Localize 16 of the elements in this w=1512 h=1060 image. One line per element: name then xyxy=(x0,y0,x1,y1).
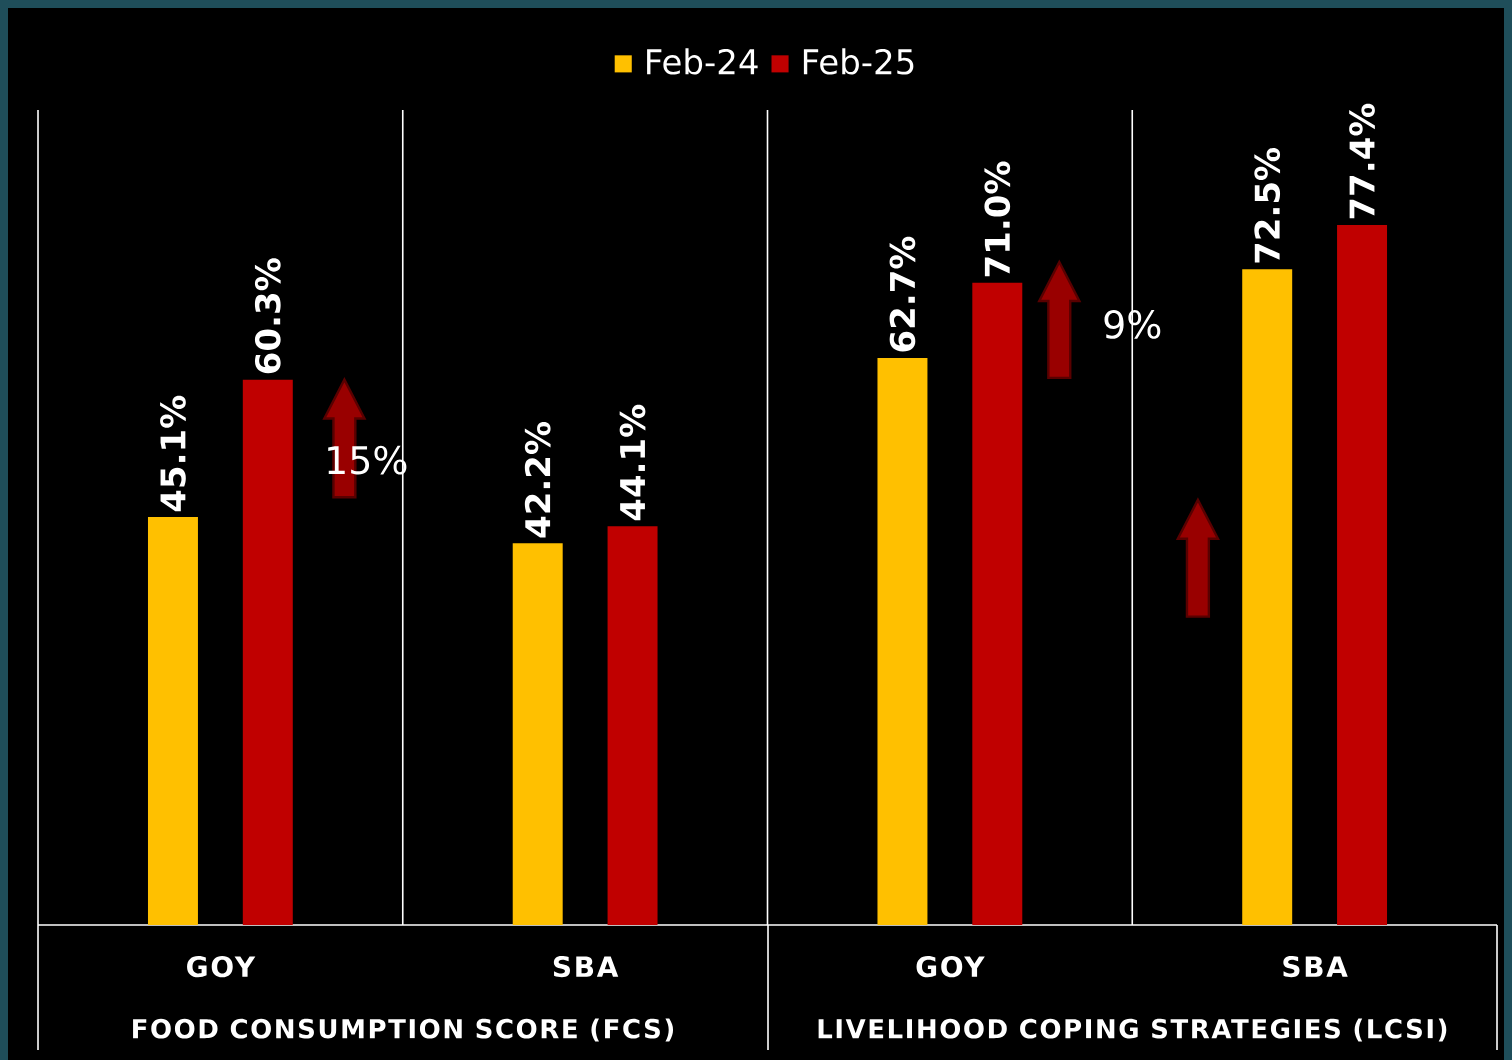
data-label: 45.1% xyxy=(160,395,186,512)
text: FOOD CONSUMPTION SCORE (FCS) xyxy=(133,1018,674,1042)
x-tick-label: GOY xyxy=(916,956,985,978)
data-label: 71.0% xyxy=(984,161,1011,277)
x-tick-label: GOY xyxy=(187,956,256,978)
text: LIVELIHOOD COPING STRATEGIES (LCSI) xyxy=(818,1018,1447,1042)
data-label: 60.3% xyxy=(254,258,281,374)
x-tick-label: SBA xyxy=(553,956,619,978)
data-label: 72.5% xyxy=(1254,148,1281,263)
legend-label: Feb-24 xyxy=(647,48,758,75)
data-label: 77.4% xyxy=(1349,103,1375,219)
data-label: 42.2% xyxy=(524,422,551,538)
data-label: 44.1% xyxy=(619,404,646,521)
data-label: 62.7% xyxy=(889,236,916,352)
legend-label: Feb-25 xyxy=(803,48,914,75)
x-tick-label: SBA xyxy=(1283,956,1348,978)
